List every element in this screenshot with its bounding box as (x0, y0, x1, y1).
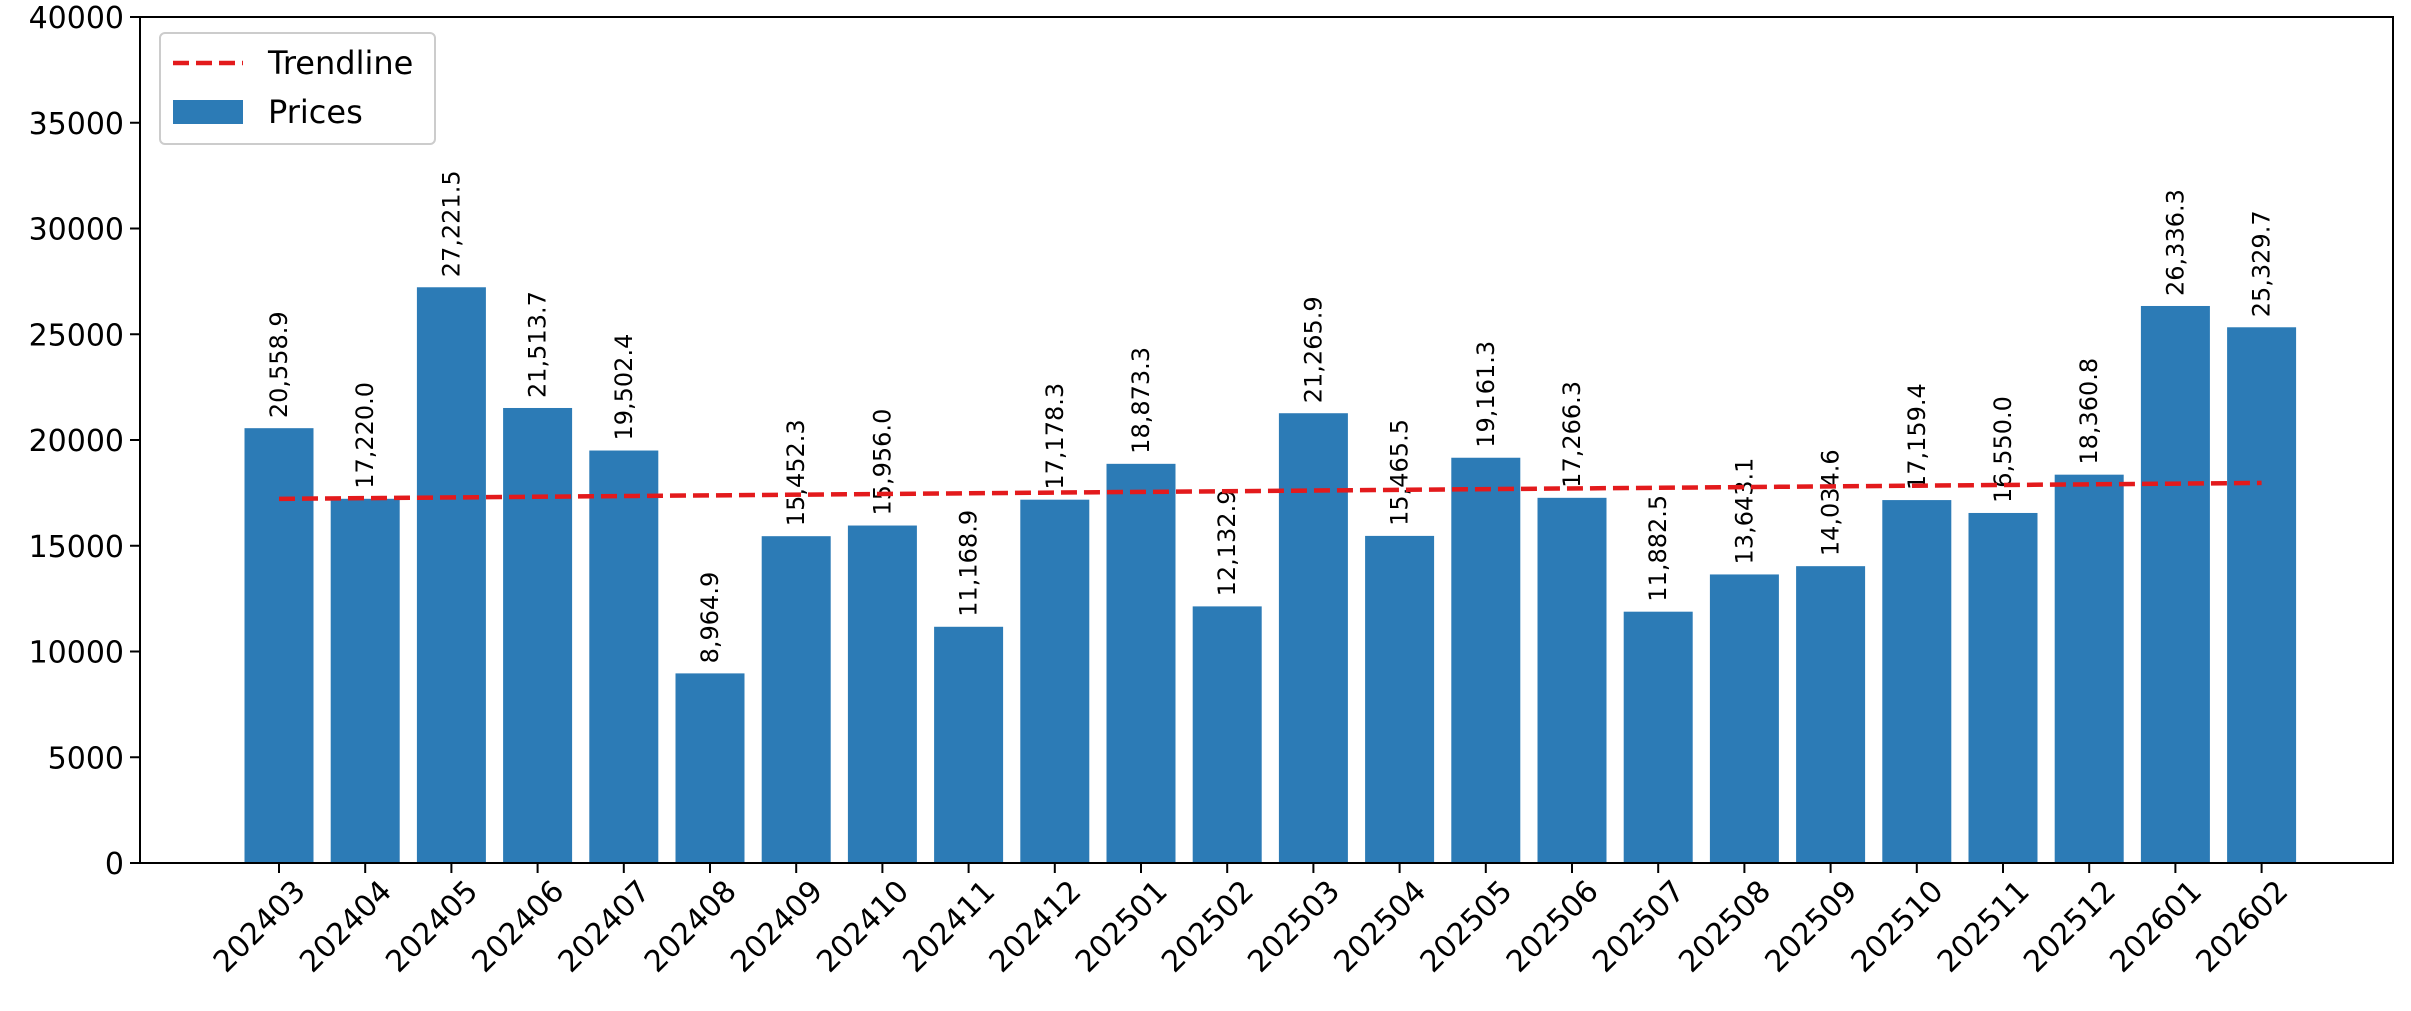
plot-frame (139, 16, 2394, 864)
x-tick-label: 202405 (379, 874, 485, 980)
bar-value-label: 14,034.6 (1817, 449, 1845, 556)
bar (2140, 305, 2210, 863)
bar (1278, 413, 1348, 863)
bar (1709, 574, 1779, 863)
x-tick-label: 202410 (810, 874, 916, 980)
x-tick-label: 202502 (1155, 874, 1261, 980)
x-tick-label: 202503 (1241, 874, 1347, 980)
bar-value-label: 11,882.5 (1644, 495, 1672, 602)
x-tick-label: 202510 (1845, 874, 1951, 980)
bar (1451, 457, 1521, 863)
bar-value-label: 18,360.8 (2075, 358, 2103, 465)
bar (1192, 606, 1262, 863)
bar-value-label: 17,178.3 (1041, 383, 1069, 490)
x-tick-label: 202504 (1328, 874, 1434, 980)
bar-value-label: 17,266.3 (1558, 381, 1586, 488)
x-tick-label: 202406 (466, 874, 572, 980)
y-tick-label: 0 (105, 847, 124, 882)
x-tick-label: 202409 (724, 874, 830, 980)
x-tick-label: 202403 (207, 874, 313, 980)
bar-value-label: 18,873.3 (1127, 347, 1155, 454)
bar-value-label: 19,502.4 (610, 334, 638, 441)
bar (1968, 512, 2038, 863)
y-tick-label: 20000 (29, 424, 124, 459)
bar (1796, 566, 1866, 863)
bar-value-label: 17,159.4 (1903, 383, 1931, 490)
x-tick-label: 202508 (1672, 874, 1778, 980)
x-tick-label: 202408 (638, 874, 744, 980)
x-axis: 2024032024042024052024062024072024082024… (207, 863, 2295, 980)
y-tick-label: 5000 (48, 741, 124, 776)
bar-value-label: 17,220.0 (351, 382, 379, 489)
bar (1106, 463, 1176, 863)
bar (847, 525, 917, 863)
bar (761, 536, 831, 863)
bar-value-label: 12,132.9 (1213, 490, 1241, 597)
y-tick-label: 25000 (29, 318, 124, 353)
legend-trendline-label: Trendline (267, 44, 413, 82)
bar (934, 626, 1004, 863)
x-tick-label: 202501 (1069, 874, 1175, 980)
x-tick-label: 202505 (1414, 874, 1520, 980)
bar (330, 498, 400, 863)
bar-value-label: 26,336.3 (2161, 189, 2189, 296)
bar (1537, 497, 1607, 863)
y-tick-label: 10000 (29, 636, 124, 671)
y-tick-label: 35000 (29, 107, 124, 142)
bar-value-label: 21,513.7 (524, 291, 552, 398)
x-tick-label: 202506 (1500, 874, 1606, 980)
bar-value-label: 8,964.9 (696, 572, 724, 664)
legend: Trendline Prices (159, 32, 436, 145)
bar (2227, 327, 2297, 863)
bar-value-label: 13,643.1 (1730, 458, 1758, 565)
bar-value-labels: 20,558.9 17,220.0 27,221.5 21,513.7 19,502.4… (265, 170, 2276, 663)
bar (1020, 499, 1090, 863)
bar (675, 673, 745, 863)
y-tick-label: 40000 (29, 1, 124, 36)
y-tick-label: 15000 (29, 530, 124, 565)
bar-value-label: 15,452.3 (782, 419, 810, 526)
x-tick-label: 202509 (1759, 874, 1865, 980)
bar (1365, 535, 1435, 863)
bar (589, 450, 659, 863)
bar (2054, 474, 2124, 863)
x-tick-label: 202407 (552, 874, 658, 980)
bar-value-label: 19,161.3 (1472, 341, 1500, 448)
x-tick-label: 202601 (2103, 874, 2209, 980)
bar (244, 428, 314, 863)
bar-value-label: 20,558.9 (265, 311, 293, 418)
trendline (278, 480, 2262, 502)
x-tick-label: 202404 (293, 874, 399, 980)
x-tick-label: 202412 (983, 874, 1089, 980)
bar (1882, 500, 1952, 863)
bar-value-label: 11,168.9 (955, 510, 983, 617)
bar-value-label: 25,329.7 (2248, 210, 2276, 317)
y-tick-label: 30000 (29, 213, 124, 248)
x-tick-label: 202507 (1586, 874, 1692, 980)
bar (1623, 611, 1693, 863)
x-tick-label: 202602 (2190, 874, 2296, 980)
legend-prices-label: Prices (268, 93, 363, 131)
bar-value-label: 27,221.5 (437, 170, 465, 277)
x-tick-label: 202411 (897, 874, 1003, 980)
bar (503, 407, 573, 863)
bar (416, 287, 486, 864)
x-tick-label: 202512 (2017, 874, 2123, 980)
y-axis: 0 5000 10000 15000 20000 25000 30000 35000 40000 (29, 1, 140, 882)
x-tick-label: 202511 (1931, 874, 2037, 980)
bar-value-label: 15,956.0 (868, 409, 896, 516)
bar-value-label: 21,265.9 (1299, 296, 1327, 403)
legend-prices-swatch (173, 100, 243, 124)
bar-series-prices (244, 287, 2297, 864)
bar-value-label: 15,465.5 (1386, 419, 1414, 526)
